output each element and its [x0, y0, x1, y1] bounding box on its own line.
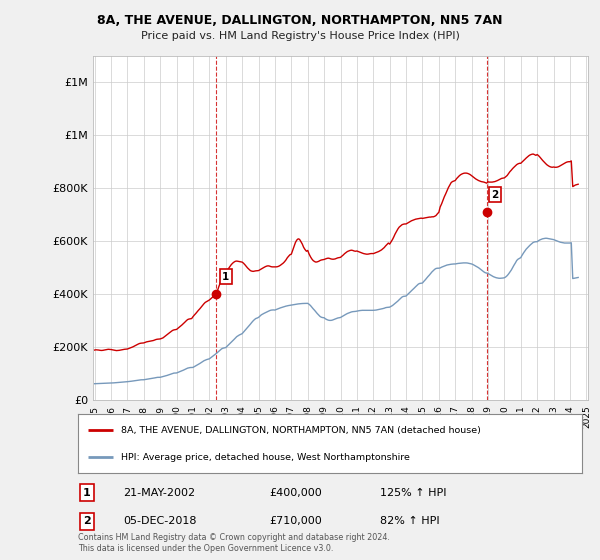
Text: 2: 2 [491, 190, 499, 200]
Text: HPI: Average price, detached house, West Northamptonshire: HPI: Average price, detached house, West… [121, 453, 410, 462]
Text: 1: 1 [83, 488, 91, 497]
Text: 8A, THE AVENUE, DALLINGTON, NORTHAMPTON, NN5 7AN (detached house): 8A, THE AVENUE, DALLINGTON, NORTHAMPTON,… [121, 426, 481, 435]
Text: Contains HM Land Registry data © Crown copyright and database right 2024.
This d: Contains HM Land Registry data © Crown c… [78, 533, 390, 553]
Text: £710,000: £710,000 [269, 516, 322, 526]
Text: 1: 1 [222, 272, 229, 282]
Text: 82% ↑ HPI: 82% ↑ HPI [380, 516, 440, 526]
Text: Price paid vs. HM Land Registry's House Price Index (HPI): Price paid vs. HM Land Registry's House … [140, 31, 460, 41]
Text: 05-DEC-2018: 05-DEC-2018 [124, 516, 197, 526]
Text: £400,000: £400,000 [269, 488, 322, 497]
Text: 2: 2 [83, 516, 91, 526]
Text: 21-MAY-2002: 21-MAY-2002 [124, 488, 196, 497]
Text: 125% ↑ HPI: 125% ↑ HPI [380, 488, 447, 497]
Text: 8A, THE AVENUE, DALLINGTON, NORTHAMPTON, NN5 7AN: 8A, THE AVENUE, DALLINGTON, NORTHAMPTON,… [97, 14, 503, 27]
